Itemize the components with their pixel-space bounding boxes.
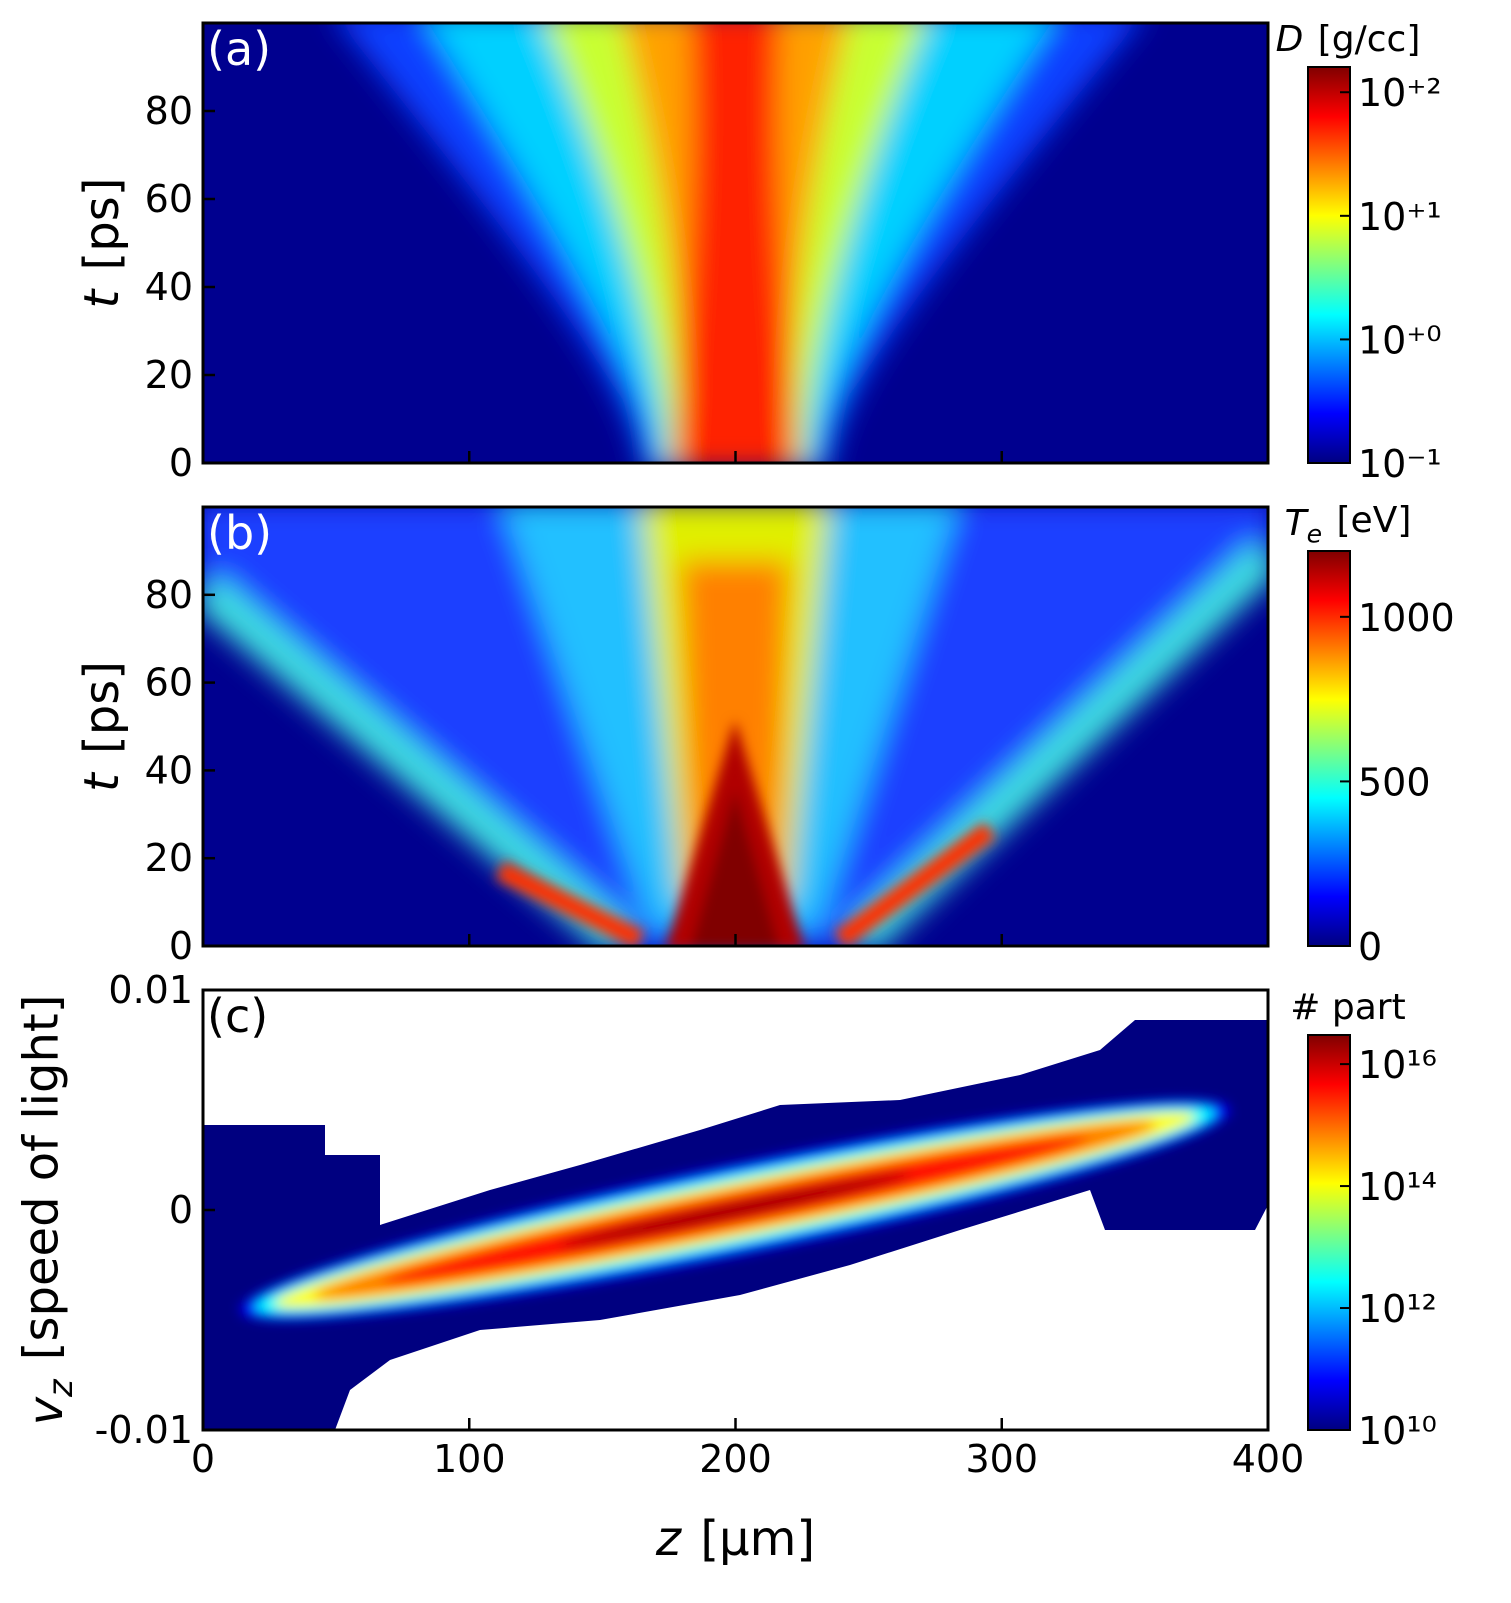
heatmap-image	[203, 990, 1268, 1430]
colorbar-label: D [g/cc]	[1276, 19, 1421, 60]
x-axis-label-unit: [μm]	[700, 1511, 815, 1567]
colorbar-tick-label: 0	[1358, 925, 1382, 969]
x-tick-label: 400	[1232, 1437, 1305, 1481]
colorbar-tick-label: 10⁺²	[1358, 71, 1442, 115]
y-axis-label-symbol: t	[74, 287, 130, 308]
heatmap-image	[203, 23, 1268, 463]
y-tick-label: 0	[169, 441, 193, 485]
x-tick-label: 300	[965, 1437, 1038, 1481]
y-axis-label-unit: [speed of light]	[14, 995, 70, 1361]
y-tick-label: 0	[169, 924, 193, 968]
y-tick-label: 20	[145, 836, 193, 880]
y-tick-label: 0	[169, 1188, 193, 1232]
x-axis-label: z [μm]	[655, 1511, 815, 1567]
y-tick-label: 80	[145, 573, 193, 617]
y-tick-label: 60	[145, 661, 193, 705]
colorbar-tick-label: 500	[1358, 760, 1431, 804]
y-axis-label-unit: [ps]	[74, 661, 130, 754]
y-tick-label: 20	[145, 353, 193, 397]
x-tick-label: 100	[433, 1437, 506, 1481]
y-tick-label: 40	[145, 265, 193, 309]
y-axis-label: vz [speed of light]	[14, 995, 80, 1426]
colorbar-label-unit: [g/cc]	[1318, 19, 1421, 60]
y-axis-label-symbol: v	[18, 1396, 74, 1425]
colorbar-tick-label: 10¹⁶	[1358, 1043, 1437, 1087]
x-axis-label-symbol: z	[655, 1511, 683, 1567]
colorbar-label: Te [eV]	[1285, 500, 1412, 549]
panel-label: (b)	[207, 506, 272, 560]
x-tick-label: 200	[699, 1437, 772, 1481]
colorbar-label-symbol: D	[1276, 19, 1304, 60]
x-tick-label: 0	[191, 1437, 215, 1481]
y-axis-label-symbol: t	[74, 771, 130, 792]
colorbar-label-unit: [eV]	[1337, 500, 1412, 541]
colorbar-label: # part	[1290, 987, 1405, 1028]
y-axis-label-unit: [ps]	[74, 178, 130, 271]
y-axis-label: t [ps]	[74, 178, 130, 309]
y-tick-label: 40	[145, 748, 193, 792]
colorbar	[1307, 66, 1351, 464]
colorbar-tick-label: 1000	[1358, 596, 1455, 640]
colorbar-label-symbol: T	[1285, 503, 1310, 544]
panel-label: (c)	[207, 989, 268, 1043]
colorbar-tick-label: 10⁻¹	[1358, 442, 1442, 486]
y-tick-label: 80	[145, 89, 193, 133]
y-axis-label-subscript: z	[41, 1378, 80, 1398]
colorbar-label-subscript: e	[1307, 520, 1323, 549]
colorbar-tick-label: 10¹⁴	[1358, 1165, 1437, 1209]
colorbar-tick-label: 10¹⁰	[1358, 1409, 1437, 1453]
colorbar	[1307, 1034, 1351, 1431]
y-tick-label: 60	[145, 177, 193, 221]
colorbar-tick-label: 10⁺¹	[1358, 195, 1442, 239]
y-tick-label: -0.01	[95, 1408, 193, 1452]
colorbar-tick-label: 10⁺⁰	[1358, 318, 1442, 362]
heatmap-image	[203, 507, 1268, 946]
colorbar	[1307, 550, 1351, 947]
colorbar-tick-label: 10¹²	[1358, 1287, 1437, 1331]
panel-label: (a)	[207, 22, 271, 76]
y-axis-label: t [ps]	[74, 661, 130, 792]
y-tick-label: 0.01	[108, 968, 193, 1012]
